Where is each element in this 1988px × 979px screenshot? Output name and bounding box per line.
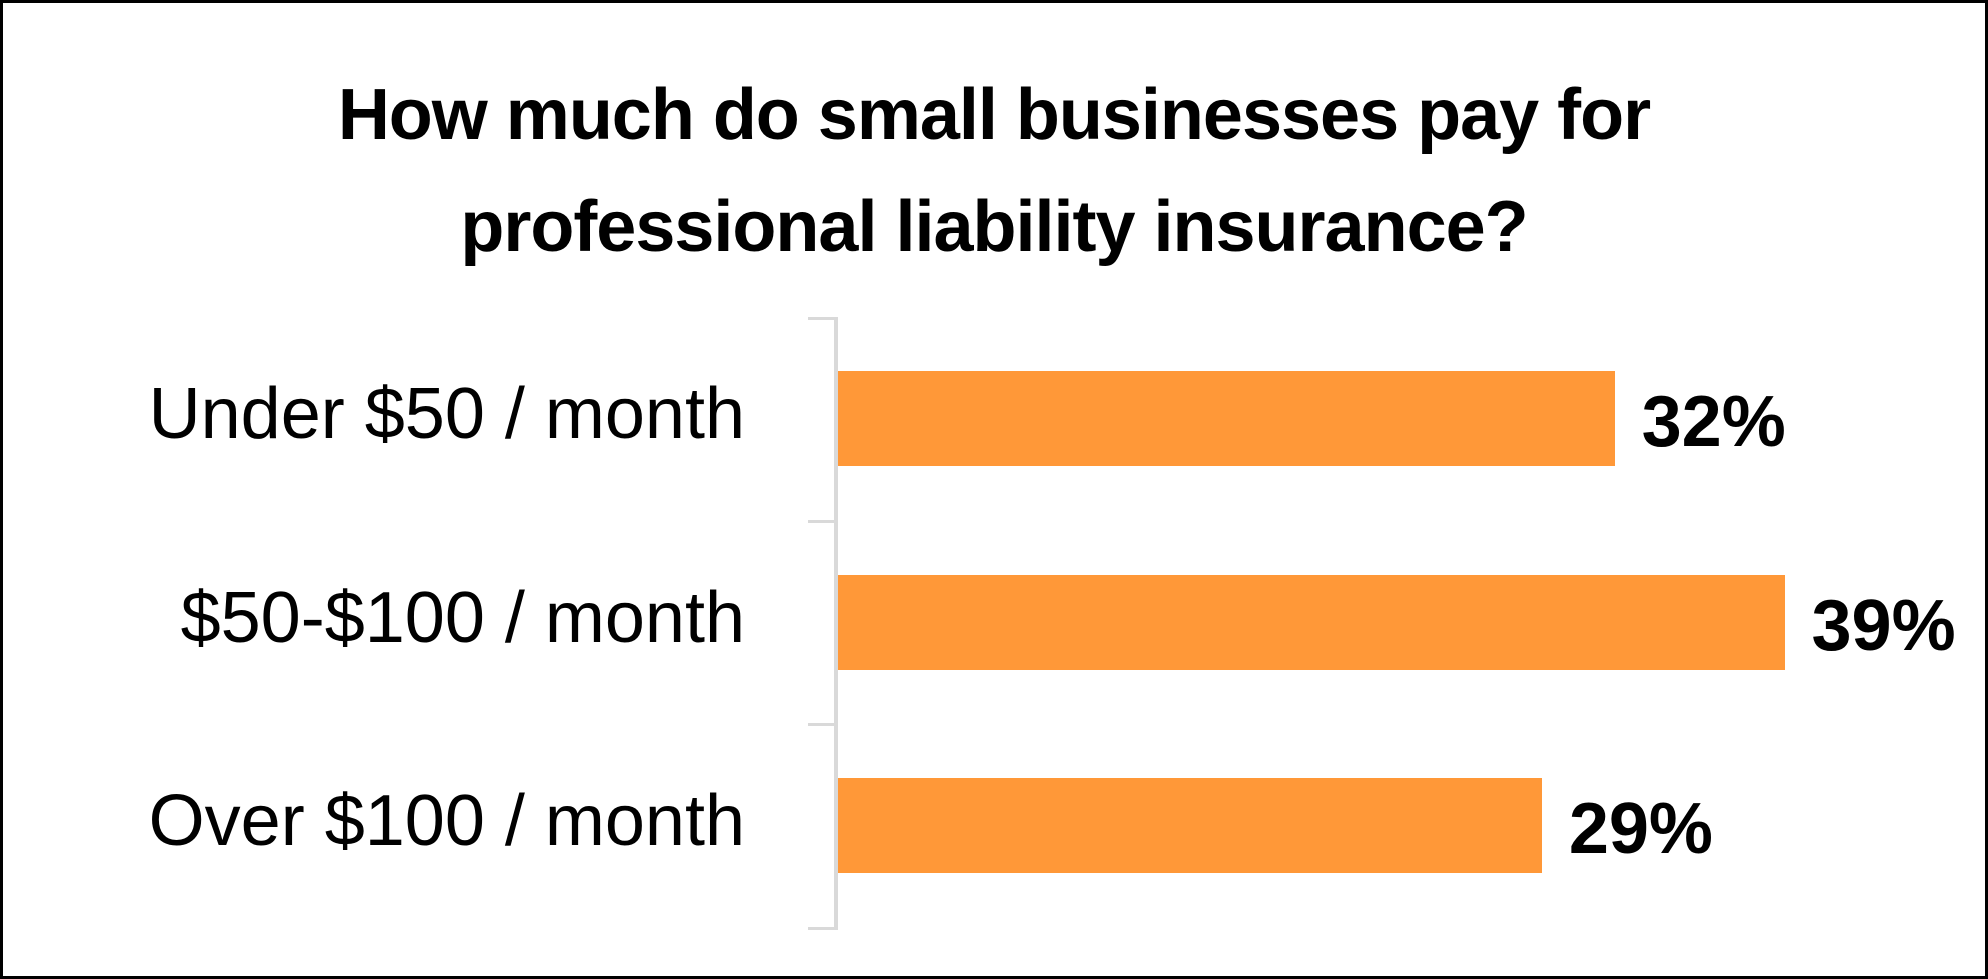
axis-tick	[808, 317, 836, 320]
category-label: Over $100 / month	[148, 781, 745, 861]
bar	[838, 575, 1785, 670]
category-label: $50-$100 / month	[180, 578, 745, 658]
bar-value-label: 29%	[1568, 789, 1713, 869]
chart-title-line-2: professional liability insurance?	[460, 187, 1528, 267]
axis-tick	[808, 723, 836, 726]
category-axis-line	[834, 317, 838, 930]
axis-tick	[808, 927, 836, 930]
chart-title-line-1: How much do small businesses pay for	[337, 75, 1651, 155]
bar-value-label: 32%	[1641, 382, 1786, 462]
bar-value-label: 39%	[1811, 586, 1956, 666]
axis-tick	[808, 520, 836, 523]
bar	[838, 371, 1615, 466]
category-label: Under $50 / month	[148, 374, 745, 454]
bar	[838, 778, 1542, 873]
chart-title: How much do small businesses pay for pro…	[3, 59, 1985, 283]
